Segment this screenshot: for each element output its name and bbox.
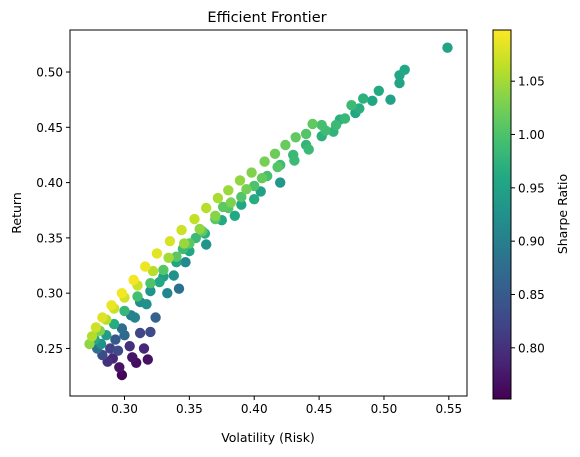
colorbar-tick-label: 0.90 bbox=[518, 235, 545, 249]
scatter-point bbox=[154, 277, 164, 287]
scatter-point bbox=[127, 352, 137, 362]
scatter-point bbox=[213, 193, 223, 203]
scatter-point bbox=[189, 214, 199, 224]
scatter-point bbox=[442, 43, 452, 53]
scatter-point bbox=[249, 194, 259, 204]
scatter-point bbox=[374, 86, 384, 96]
x-tick-label: 0.55 bbox=[435, 402, 462, 416]
scatter-point bbox=[201, 239, 211, 249]
scatter-point bbox=[400, 65, 410, 75]
scatter-point bbox=[163, 253, 173, 263]
scatter-point bbox=[280, 140, 290, 150]
scatter-point bbox=[132, 291, 142, 301]
scatter-point bbox=[97, 312, 107, 322]
scatter-point bbox=[291, 132, 301, 142]
colorbar-tick-label: 0.80 bbox=[518, 341, 545, 355]
scatter-point bbox=[162, 288, 172, 298]
x-tick-label: 0.45 bbox=[306, 402, 333, 416]
x-tick-label: 0.35 bbox=[176, 402, 203, 416]
y-tick-label: 0.45 bbox=[36, 121, 63, 135]
scatter-point bbox=[145, 327, 155, 337]
scatter-point bbox=[110, 334, 120, 344]
scatter-points bbox=[84, 43, 452, 381]
scatter-point bbox=[307, 119, 317, 129]
scatter-point bbox=[304, 144, 314, 154]
scatter-point bbox=[340, 113, 350, 123]
x-axis-ticks: 0.30 0.35 0.40 0.45 0.50 0.55 bbox=[111, 396, 462, 416]
y-axis-ticks: 0.25 0.30 0.35 0.40 0.45 0.50 bbox=[36, 66, 70, 356]
scatter-point bbox=[165, 236, 175, 246]
y-tick-label: 0.25 bbox=[36, 342, 63, 356]
scatter-point bbox=[91, 322, 101, 332]
colorbar-tick-label: 0.95 bbox=[518, 181, 545, 195]
scatter-point bbox=[140, 261, 150, 271]
x-tick-label: 0.50 bbox=[371, 402, 398, 416]
scatter-point bbox=[150, 312, 160, 322]
scatter-point bbox=[301, 129, 311, 139]
colorbar-tick-label: 1.05 bbox=[518, 75, 545, 89]
x-tick-label: 0.30 bbox=[111, 402, 138, 416]
colorbar-tick-label: 0.85 bbox=[518, 288, 545, 302]
y-axis-label: Return bbox=[9, 192, 24, 233]
scatter-point bbox=[331, 120, 341, 130]
colorbar bbox=[493, 30, 511, 399]
scatter-point bbox=[201, 203, 211, 213]
scatter-point bbox=[317, 120, 327, 130]
scatter-point bbox=[130, 312, 140, 322]
scatter-point bbox=[125, 341, 135, 351]
scatter-point bbox=[141, 299, 151, 309]
scatter-point bbox=[135, 328, 145, 338]
scatter-point bbox=[346, 100, 356, 110]
y-tick-label: 0.40 bbox=[36, 176, 63, 190]
scatter-point bbox=[385, 95, 395, 105]
colorbar-tick-label: 1.00 bbox=[518, 128, 545, 142]
scatter-point bbox=[169, 270, 179, 280]
x-axis-label: Volatility (Risk) bbox=[221, 430, 315, 445]
scatter-point bbox=[257, 173, 267, 183]
scatter-point bbox=[179, 238, 189, 248]
scatter-point bbox=[223, 185, 233, 195]
scatter-point bbox=[106, 300, 116, 310]
scatter-point bbox=[87, 331, 97, 341]
scatter-point bbox=[246, 167, 256, 177]
scatter-point bbox=[113, 346, 123, 356]
scatter-point bbox=[367, 96, 377, 106]
scatter-point bbox=[128, 275, 138, 285]
scatter-point bbox=[235, 175, 245, 185]
y-tick-label: 0.30 bbox=[36, 287, 63, 301]
scatter-point bbox=[275, 177, 285, 187]
colorbar-label: Sharpe Ratio bbox=[555, 174, 570, 254]
chart-title: Efficient Frontier bbox=[207, 10, 326, 26]
scatter-point bbox=[259, 156, 269, 166]
scatter-point bbox=[358, 93, 368, 103]
scatter-point bbox=[180, 257, 190, 267]
scatter-point bbox=[139, 343, 149, 353]
scatter-point bbox=[210, 211, 220, 221]
scatter-point bbox=[176, 225, 186, 235]
scatter-point bbox=[158, 265, 168, 275]
scatter-point bbox=[270, 149, 280, 159]
y-tick-label: 0.50 bbox=[36, 66, 63, 80]
colorbar-ticks: 0.80 0.85 0.90 0.95 1.00 1.05 bbox=[511, 75, 545, 356]
scatter-point bbox=[241, 184, 251, 194]
scatter-point bbox=[119, 306, 129, 316]
scatter-point bbox=[145, 278, 155, 288]
scatter-point bbox=[195, 224, 205, 234]
scatter-point bbox=[152, 248, 162, 258]
scatter-point bbox=[114, 362, 124, 372]
scatter-point bbox=[117, 288, 127, 298]
y-tick-label: 0.35 bbox=[36, 231, 63, 245]
x-tick-label: 0.40 bbox=[241, 402, 268, 416]
scatter-point bbox=[143, 354, 153, 364]
scatter-point bbox=[174, 284, 184, 294]
scatter-point bbox=[272, 162, 282, 172]
scatter-point bbox=[289, 155, 299, 165]
scatter-point bbox=[226, 197, 236, 207]
